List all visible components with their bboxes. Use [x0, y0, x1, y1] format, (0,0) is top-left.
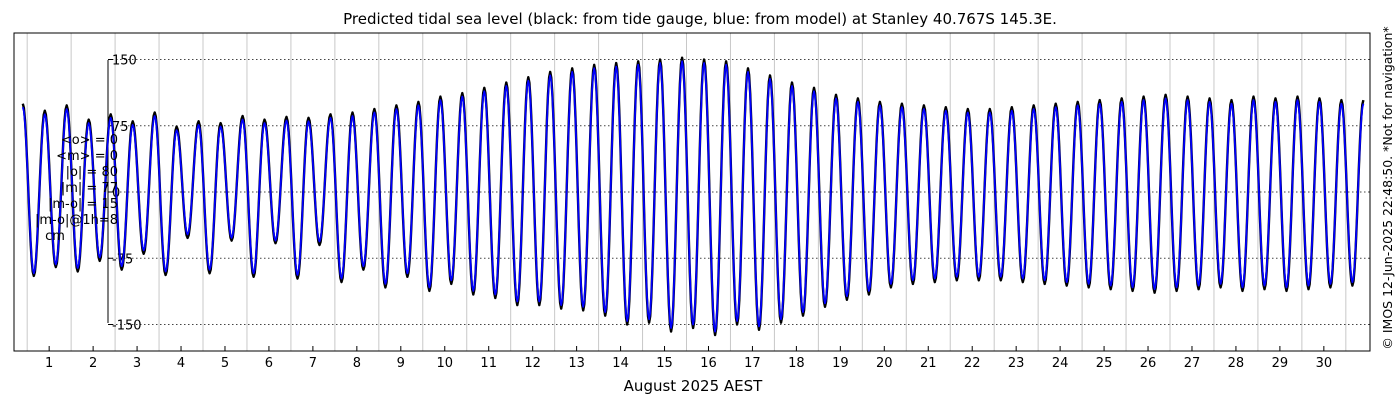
x-tick-label: 8	[353, 356, 361, 371]
x-tick-label: 24	[1052, 356, 1069, 371]
x-tick-label: 25	[1096, 356, 1113, 371]
x-tick-label: 13	[568, 356, 585, 371]
x-tick-label: 26	[1140, 356, 1157, 371]
x-tick-label: 10	[436, 356, 453, 371]
x-tick-label: 29	[1272, 356, 1289, 371]
stat-abs-diff-1h: |m-o|@1h=8	[35, 213, 118, 228]
x-tick-label: 22	[964, 356, 981, 371]
x-tick-label: 17	[744, 356, 761, 371]
x-tick-label: 30	[1316, 356, 1333, 371]
y-tick-label: 150	[112, 54, 137, 69]
plot-frame	[13, 32, 1371, 352]
x-tick-label: 20	[876, 356, 893, 371]
x-tick-label: 18	[788, 356, 805, 371]
x-tick-label: 15	[656, 356, 673, 371]
y-tick-label: 75	[112, 120, 129, 135]
error-statistics: <o> = 0 <m> = 0 |o| = 80 |m| = 77 |m-o| …	[6, 133, 118, 245]
stat-unit: cm	[45, 229, 65, 244]
x-tick-label: 27	[1184, 356, 1201, 371]
x-tick-label: 23	[1008, 356, 1025, 371]
copyright-note: © IMOS 12-Jun-2025 22:48:50. *Not for na…	[1380, 26, 1395, 349]
x-axis-label: August 2025 AEST	[624, 377, 763, 395]
x-tick-label: 1	[45, 356, 53, 371]
series-line-model	[21, 60, 1365, 333]
x-tick-label: 28	[1228, 356, 1245, 371]
y-tick-label: -150	[112, 319, 142, 334]
x-tick-label: 16	[700, 356, 717, 371]
stat-abs-observed: |o| = 80	[65, 165, 118, 180]
stat-abs-diff: |m-o| = 15	[47, 197, 118, 212]
stat-mean-observed: <o> = 0	[60, 133, 118, 148]
x-tick-label: 7	[309, 356, 317, 371]
x-tick-label: 19	[832, 356, 849, 371]
chart-title: Predicted tidal sea level (black: from t…	[343, 10, 1057, 28]
x-tick-label: 12	[524, 356, 541, 371]
stat-mean-model: <m> = 0	[56, 149, 118, 164]
x-tick-label: 3	[133, 356, 141, 371]
x-tick-label: 14	[612, 356, 629, 371]
series-line-tide-gauge	[21, 56, 1365, 337]
x-tick-label: 9	[397, 356, 405, 371]
x-tick-label: 6	[265, 356, 273, 371]
x-tick-label: 11	[480, 356, 497, 371]
x-tick-label: 5	[221, 356, 229, 371]
x-tick-label: 21	[920, 356, 937, 371]
x-tick-label: 2	[89, 356, 97, 371]
x-axis-ticks: 1 2 3 4 5 6 7 8 9 10 11 12 13 14 15 16 17 18 19 20 21 22 23 24 2…	[45, 346, 1332, 371]
x-tick-label: 4	[177, 356, 185, 371]
stat-abs-model: |m| = 77	[60, 181, 118, 196]
data-series	[21, 56, 1365, 337]
